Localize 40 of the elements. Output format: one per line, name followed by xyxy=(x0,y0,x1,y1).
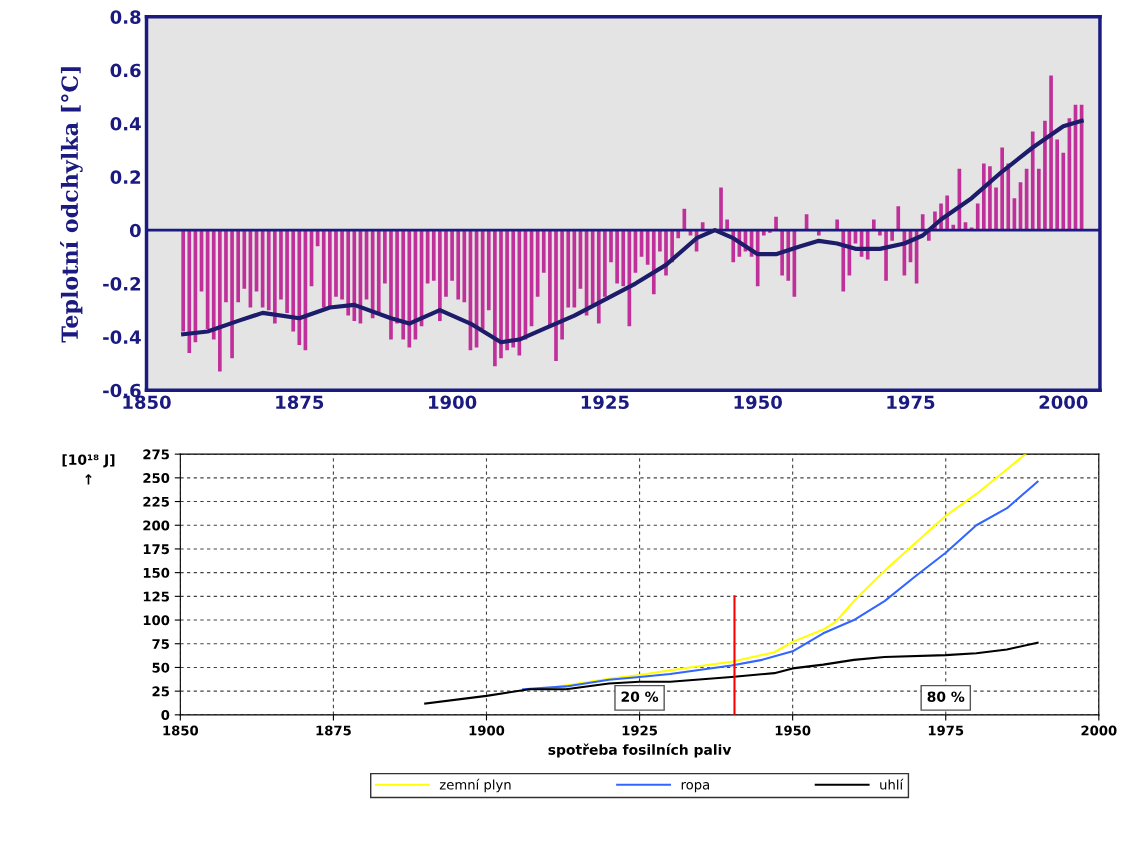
x-axis-title: spotřeba fosilních paliv xyxy=(548,743,732,758)
y-tick-label: 200 xyxy=(143,520,170,531)
y-tick-label: 0.6 xyxy=(110,63,141,78)
legend-label: ropa xyxy=(681,782,710,793)
x-tick-label: 2000 xyxy=(1081,725,1117,736)
x-tick-label: 1875 xyxy=(276,395,324,410)
y-tick-label: 175 xyxy=(143,544,169,555)
y-tick-label: 0.4 xyxy=(110,116,141,131)
y-tick-label: 0 xyxy=(129,223,141,238)
x-tick-label: 1975 xyxy=(887,395,935,410)
legend-label: zemní plyn xyxy=(439,778,511,793)
x-tick-label: 1900 xyxy=(469,725,505,736)
y-tick-label: 50 xyxy=(152,662,170,673)
y-tick-label: 0 xyxy=(161,710,170,721)
y-axis-title: Teplotní odchylka [°C] xyxy=(60,67,83,343)
y-tick-label: 225 xyxy=(143,496,169,507)
y-tick-label: 75 xyxy=(152,639,169,649)
annotation: 20 % xyxy=(621,691,659,702)
y-tick-label: -0.2 xyxy=(103,277,141,291)
annotation: 80 % xyxy=(927,691,965,702)
x-tick-label: 1900 xyxy=(429,395,477,410)
y-tick-label: 25 xyxy=(152,686,169,697)
x-tick-label: 1850 xyxy=(163,725,199,736)
legend-label: uhlí xyxy=(880,778,904,790)
y-tick-label: 275 xyxy=(143,449,169,460)
x-tick-label: 1875 xyxy=(316,725,351,736)
x-tick-label: 2000 xyxy=(1039,395,1088,410)
y-tick-label: 250 xyxy=(143,473,170,484)
y-axis-title: [10¹⁸ J] ↑ xyxy=(62,454,115,485)
x-tick-label: 1975 xyxy=(928,725,964,736)
x-tick-label: 1950 xyxy=(734,395,782,410)
x-tick-label: 1925 xyxy=(622,725,658,736)
y-tick-label: 100 xyxy=(143,615,170,626)
y-tick-label: 0.8 xyxy=(110,10,141,24)
y-tick-label: 0.2 xyxy=(110,170,141,184)
x-tick-label: 1925 xyxy=(581,395,629,410)
y-tick-label: 125 xyxy=(143,591,169,602)
x-tick-label: 1950 xyxy=(775,725,811,736)
y-tick-label: 150 xyxy=(143,567,170,578)
y-tick-label: -0.4 xyxy=(103,330,141,344)
